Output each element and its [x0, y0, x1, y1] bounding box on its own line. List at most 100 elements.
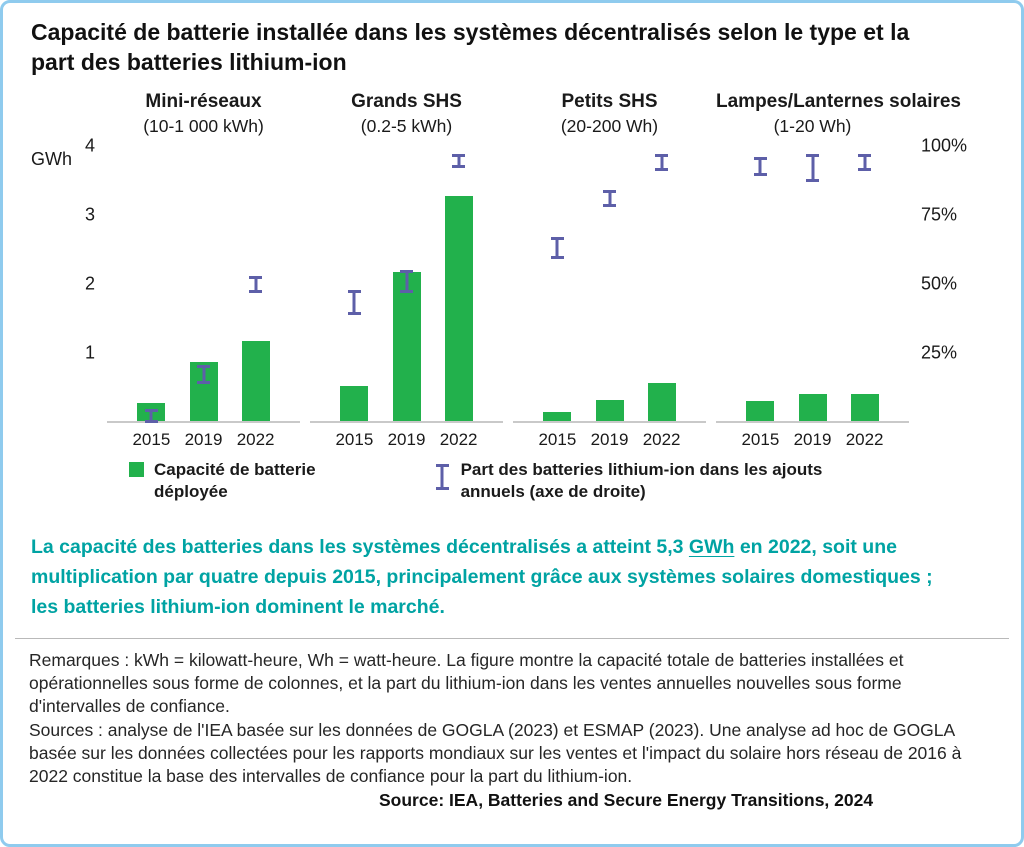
bar-2022: [850, 394, 879, 421]
plot: [716, 146, 909, 423]
panel-title: Mini-réseaux: [145, 90, 262, 112]
year-label-2022: 2022: [845, 429, 884, 449]
bar-2022: [647, 382, 676, 421]
panel-subtitle: (1-20 Wh): [773, 116, 852, 137]
sources-note: Sources : analyse de l'IEA basée sur les…: [29, 720, 962, 786]
bar-2019: [595, 399, 624, 421]
x-axis-labels: 2015 2019 2022: [310, 423, 503, 453]
legend-label-li-ion-share: Part des batteries lithium-ion dans les …: [460, 459, 823, 501]
li-ion-share-errorbar-2022: [452, 154, 466, 168]
divider: [15, 638, 1009, 640]
panel-petits-shs: Petits SHS (20-200 Wh) 2015 2019 2022: [513, 88, 706, 453]
legend-item-capacity: Capacité de batterie déployée: [129, 459, 316, 503]
right-tick-100pct: 100%: [921, 135, 968, 156]
plot: [513, 146, 706, 423]
errorbar-stem: [149, 408, 153, 423]
left-axis: GWh 4 3 2 1: [29, 88, 107, 453]
panel-subtitle: (10-1 000 kWh): [143, 116, 264, 137]
x-axis-labels: 2015 2019 2022: [107, 423, 300, 453]
li-ion-share-errorbar-2019: [806, 154, 819, 182]
year-label-2019: 2019: [387, 429, 426, 449]
legend-label-capacity: Capacité de batterie déployée: [154, 459, 316, 501]
li-ion-share-errorbar-2015: [753, 156, 767, 177]
errorbar-stem: [608, 190, 611, 207]
li-ion-share-errorbar-2015: [144, 408, 158, 423]
errorbar-stem: [254, 275, 258, 293]
left-tick-1: 1: [84, 342, 95, 363]
year-label-2015: 2015: [741, 429, 780, 449]
panel-subtitle: (20-200 Wh): [560, 116, 659, 137]
li-ion-share-errorbar-2022: [655, 154, 669, 171]
legend: Capacité de batterie déployée Part des b…: [129, 459, 995, 503]
right-axis: 100% 75% 50% 25%: [909, 88, 979, 453]
year-label-2022: 2022: [236, 429, 275, 449]
panel-lampes-lanternes: Lampes/Lanternes solaires (1-20 Wh) 2015…: [716, 88, 961, 453]
errorbar-stem: [352, 289, 356, 315]
errorbar-icon: [435, 463, 449, 490]
panel-header: Mini-réseaux (10-1 000 kWh): [107, 88, 300, 146]
li-ion-share-errorbar-2019: [603, 190, 616, 207]
summary-text-post: en 2022, soit une multiplication par qua…: [31, 535, 933, 618]
errorbar-stem: [202, 364, 205, 384]
errorbar-stem: [660, 154, 664, 171]
left-axis-unit-label: GWh: [31, 148, 73, 169]
year-label-2015: 2015: [538, 429, 577, 449]
panel-mini-reseaux: Mini-réseaux (10-1 000 kWh) 2015 2019 2022: [107, 88, 300, 453]
errorbar-stem: [555, 237, 559, 260]
li-ion-share-errorbar-2015: [550, 237, 564, 260]
right-tick-75pct: 75%: [921, 204, 958, 225]
left-tick-3: 3: [84, 204, 95, 225]
panel-title: Grands SHS: [351, 90, 462, 112]
x-axis-labels: 2015 2019 2022: [716, 423, 909, 453]
errorbar-stem: [758, 156, 762, 177]
panel-grands-shs: Grands SHS (0.2-5 kWh) 2015 2019 2022: [310, 88, 503, 453]
plot: [310, 146, 503, 423]
panel-title: Petits SHS: [561, 90, 658, 112]
x-axis-labels: 2015 2019 2022: [513, 423, 706, 453]
plot: [107, 146, 300, 423]
bar-2022: [444, 195, 473, 421]
chart-panels: Mini-réseaux (10-1 000 kWh) 2015 2019 2022…: [107, 88, 961, 453]
year-label-2015: 2015: [335, 429, 374, 449]
summary-text-pre: La capacité des batteries dans les systè…: [31, 535, 689, 558]
panel-title: Lampes/Lanternes solaires: [716, 90, 961, 112]
errorbar-stem: [863, 154, 867, 171]
right-tick-50pct: 50%: [921, 273, 958, 294]
right-tick-25pct: 25%: [921, 342, 958, 363]
panel-header: Petits SHS (20-200 Wh): [513, 88, 706, 146]
summary-underlined-term: GWh: [688, 535, 735, 558]
left-tick-4: 4: [84, 135, 95, 156]
chart-area: GWh 4 3 2 1 Mini-réseaux (10-1 000 kWh) 201…: [29, 88, 995, 453]
year-label-2019: 2019: [184, 429, 223, 449]
errorbar-stem: [405, 270, 408, 293]
right-axis-ticks: 100% 75% 50% 25%: [909, 135, 979, 423]
left-axis-ticks: GWh 4 3 2 1: [29, 135, 107, 423]
errorbar-stem: [811, 154, 814, 182]
left-tick-2: 2: [84, 273, 95, 294]
source-attribution: Source: IEA, Batteries and Secure Energy…: [379, 789, 874, 810]
key-message: La capacité des batteries dans les systè…: [31, 533, 946, 622]
year-label-2015: 2015: [132, 429, 171, 449]
legend-item-li-ion-share: Part des batteries lithium-ion dans les …: [435, 459, 823, 503]
bar-2015: [543, 412, 572, 421]
panel-subtitle: (0.2-5 kWh): [360, 116, 453, 137]
errorbar-stem: [457, 154, 461, 168]
bar-2019: [392, 271, 421, 421]
year-label-2019: 2019: [590, 429, 629, 449]
panel-header: Grands SHS (0.2-5 kWh): [310, 88, 503, 146]
bar-2015: [340, 386, 369, 421]
li-ion-share-errorbar-2022: [858, 154, 872, 171]
li-ion-share-errorbar-2019: [197, 364, 210, 385]
bar-2019: [798, 394, 827, 421]
panel-header: Lampes/Lanternes solaires (1-20 Wh): [716, 88, 961, 146]
year-label-2022: 2022: [439, 429, 478, 449]
year-label-2022: 2022: [642, 429, 681, 449]
bar-2022: [241, 341, 270, 421]
year-label-2019: 2019: [793, 429, 832, 449]
bar-2015: [746, 401, 775, 421]
errorbar-stem: [440, 463, 444, 490]
li-ion-share-errorbar-2019: [400, 270, 413, 293]
remarks-note: Remarques : kWh = kilowatt-heure, Wh = w…: [29, 650, 904, 717]
bar-swatch-icon: [129, 461, 144, 477]
